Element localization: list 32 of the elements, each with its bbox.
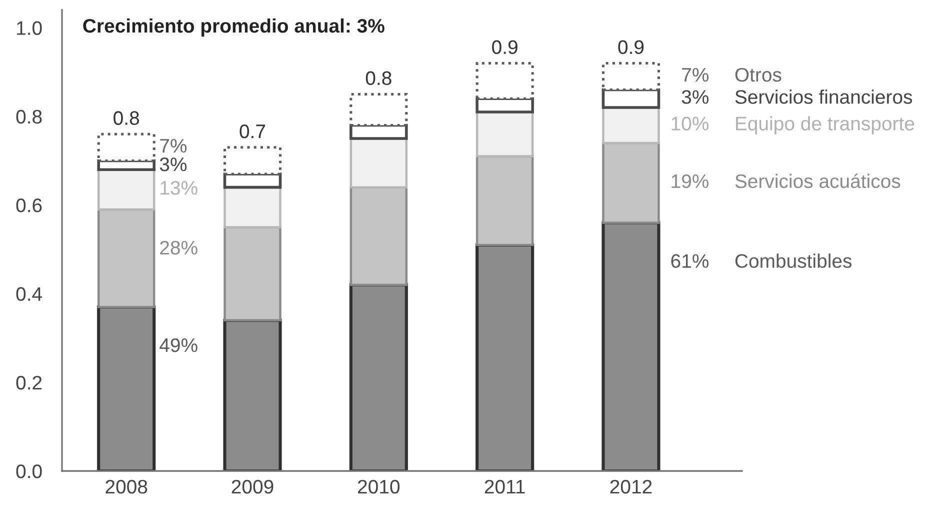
annotation: 3% <box>160 157 187 172</box>
x-tick-label: 2008 <box>106 480 148 494</box>
text: Otros <box>735 68 782 82</box>
y-tick-label: 0.2 <box>16 376 42 390</box>
y-tick-label: 0.6 <box>16 198 42 212</box>
y-tick-label: 0.4 <box>16 287 42 301</box>
annotation: 7% <box>160 138 187 153</box>
total-label: 0.9 <box>492 40 518 54</box>
annotation: 49% <box>160 338 198 352</box>
text: Combustibles <box>735 254 852 268</box>
x-tick-label: 2012 <box>610 480 652 494</box>
annotation: 19% <box>672 174 709 188</box>
total-label: 0.8 <box>366 71 392 86</box>
x-tick-label: 2010 <box>358 480 400 494</box>
annotation: 13% <box>160 180 198 195</box>
annotation: 61% <box>671 254 709 268</box>
total-label: 0.8 <box>114 111 140 125</box>
text: Servicios acuáticos <box>735 174 900 188</box>
total-label: 0.7 <box>240 124 266 138</box>
text: Servicios financieros <box>735 90 912 104</box>
x-tick-label: 2011 <box>484 480 525 494</box>
annotation: 10% <box>672 116 709 130</box>
chart-title: Crecimiento promedio anual: 3% <box>83 18 384 37</box>
y-tick-label: 0.0 <box>16 464 42 478</box>
annotation: 7% <box>682 68 709 82</box>
annotation: 28% <box>160 240 198 255</box>
total-label: 0.9 <box>618 40 644 54</box>
text: Equipo de transporte <box>736 116 914 134</box>
y-tick-label: 1.0 <box>17 21 42 35</box>
x-tick-label: 2009 <box>232 480 274 494</box>
y-tick-label: 0.8 <box>16 110 42 124</box>
annotation: 3% <box>682 90 709 104</box>
